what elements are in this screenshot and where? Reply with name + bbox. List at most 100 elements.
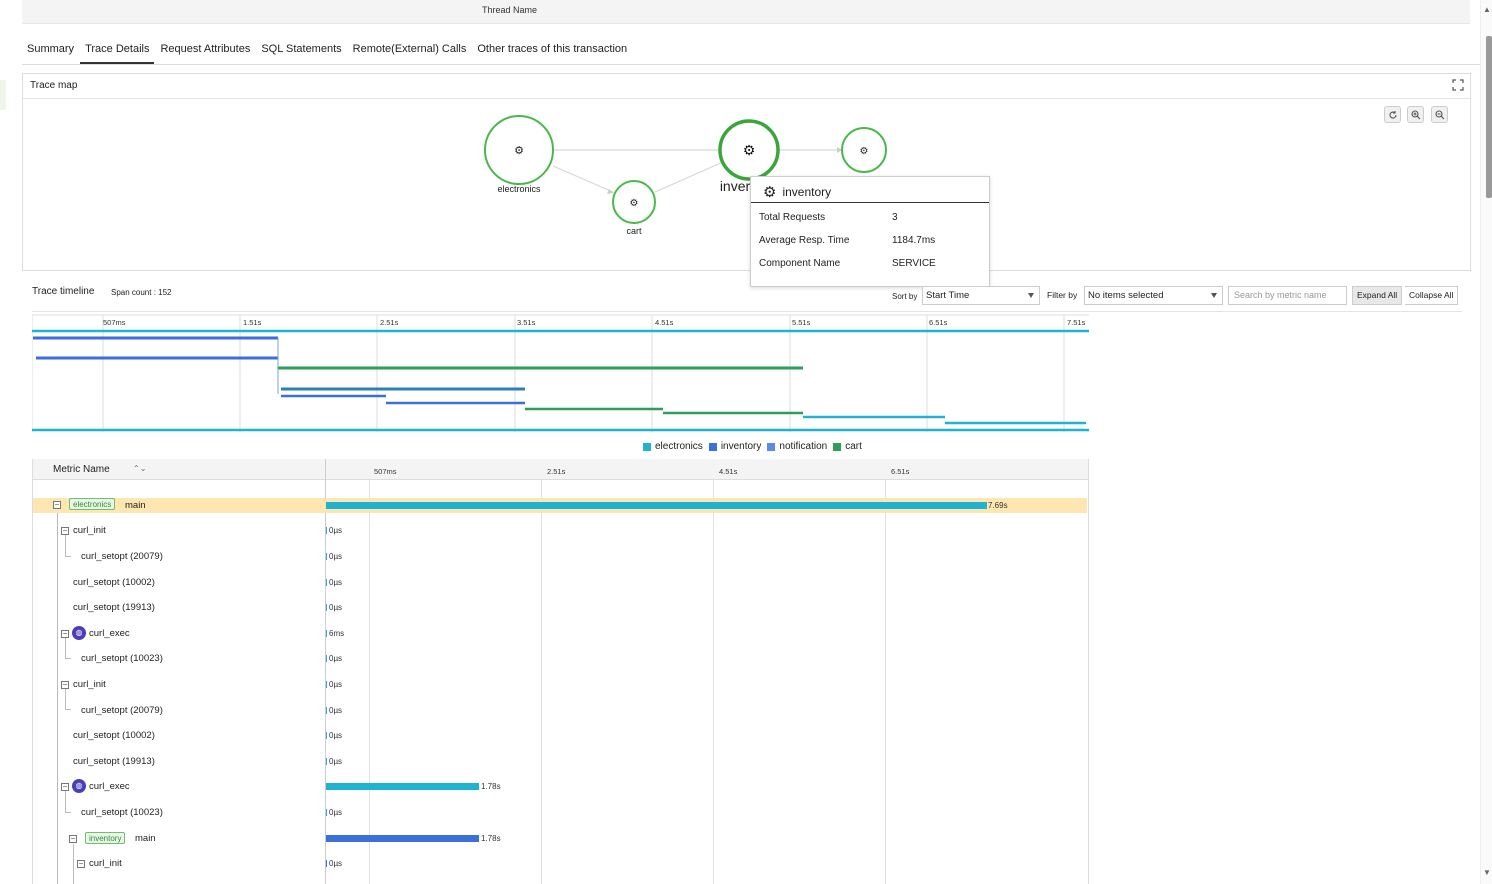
page-scrollbar[interactable] [1480, 0, 1492, 884]
table-tick: 2.51s [547, 467, 566, 476]
row-label: curl_init [73, 679, 106, 690]
scroll-down-icon[interactable]: ▼ [1483, 868, 1491, 877]
metric-name-header[interactable]: Metric Name [53, 464, 110, 475]
scroll-up-icon[interactable]: ▲ [1483, 5, 1491, 14]
zoom-in-icon [1410, 109, 1420, 119]
span-bar[interactable] [326, 604, 327, 611]
span-bar[interactable] [326, 502, 987, 509]
table-row[interactable]: − electronics main 7.69s [33, 498, 1087, 513]
fullscreen-icon[interactable] [1452, 79, 1464, 91]
table-row[interactable]: curl_setopt (10023) 0µs [33, 651, 1087, 676]
table-tick: 4.51s [719, 467, 738, 476]
span-bar[interactable] [326, 553, 327, 560]
expand-all-button[interactable]: Expand All [1352, 286, 1403, 305]
collapse-toggle[interactable]: − [61, 526, 69, 535]
tab-trace-details[interactable]: Trace Details [80, 38, 155, 64]
legend-item[interactable]: inventory [708, 441, 761, 452]
node-tooltip: ⚙ inventory Total Requests 3 Average Res… [750, 176, 990, 287]
span-duration: 0µs [329, 654, 343, 663]
table-row[interactable]: curl_setopt (19913) 0µs [33, 754, 1087, 779]
node-label-inventory: inver [719, 178, 751, 194]
table-row[interactable]: − curl_init 0µs [33, 856, 1087, 881]
tab-request-attributes[interactable]: Request Attributes [160, 43, 251, 55]
edge-electronics-cart [552, 165, 614, 193]
collapse-toggle[interactable]: − [61, 680, 69, 689]
legend-item[interactable]: electronics [643, 441, 703, 452]
row-label: curl_setopt (10023) [81, 807, 163, 818]
collapse-toggle[interactable]: − [61, 629, 69, 638]
service-tag: inventory [85, 832, 126, 844]
span-duration: 0µs [329, 706, 343, 715]
overview-tick: 7.51s [1067, 318, 1086, 327]
span-bar[interactable] [326, 681, 327, 688]
span-bar[interactable] [326, 860, 327, 867]
timeline-legend: electronics inventory notification cart [643, 441, 862, 452]
divider [32, 311, 1462, 312]
tab-other-traces[interactable]: Other traces of this transaction [477, 43, 628, 55]
row-label: curl_init [73, 525, 106, 536]
legend-item[interactable]: notification [767, 441, 827, 452]
tab-sql-statements[interactable]: SQL Statements [261, 43, 342, 55]
tab-summary[interactable]: Summary [27, 43, 75, 55]
row-label: curl_setopt (19913) [73, 756, 155, 767]
span-bar[interactable] [326, 579, 327, 586]
span-bar[interactable] [326, 527, 327, 534]
span-bar[interactable] [326, 783, 479, 790]
span-duration: 0µs [329, 757, 343, 766]
table-row[interactable]: − ◍ curl_exec 1.78s [33, 779, 1087, 804]
edge-cart-inventory [654, 161, 724, 193]
filter-by-label: Filter by [1047, 290, 1078, 300]
collapse-toggle[interactable]: − [69, 834, 77, 843]
zoom-out-button[interactable] [1431, 106, 1448, 123]
row-label: curl_exec [89, 781, 130, 792]
table-row[interactable]: − inventory main 1.78s [33, 831, 1087, 856]
sort-icon[interactable]: ⌃⌄ [133, 464, 147, 473]
filter-by-value: No items selected [1088, 290, 1164, 301]
metric-search-input[interactable]: Search by metric name [1228, 286, 1347, 305]
filter-by-select[interactable]: No items selected [1084, 286, 1223, 305]
span-bar[interactable] [326, 655, 327, 662]
node-electronics[interactable]: ⚙ [484, 115, 554, 185]
node-cart[interactable]: ⚙ [612, 180, 656, 224]
span-bar[interactable] [326, 758, 327, 765]
table-row[interactable]: curl_setopt (10002) 0µs [33, 575, 1087, 600]
node-inventory[interactable]: ⚙ [718, 119, 780, 181]
reset-button[interactable] [1384, 106, 1401, 123]
service-tag: electronics [69, 498, 116, 510]
span-bar[interactable] [326, 835, 479, 842]
span-bar[interactable] [326, 809, 327, 816]
trace-map-graph: ⚙ ⚙ ⚙ ⚙ [484, 115, 887, 224]
collapse-all-button[interactable]: Collapse All [1405, 286, 1459, 305]
table-row[interactable]: − curl_init 0µs [33, 677, 1087, 702]
table-row[interactable]: curl_setopt (19913) 0µs [33, 600, 1087, 625]
node-label-cart: cart [626, 226, 642, 236]
zoom-in-button[interactable] [1407, 106, 1424, 123]
collapse-toggle[interactable]: − [77, 859, 85, 868]
span-duration: 0µs [329, 731, 343, 740]
column-divider[interactable] [325, 459, 326, 884]
row-label: main [135, 833, 156, 844]
span-bar[interactable] [326, 707, 327, 714]
trace-map-panel: Trace map ⚙ ⚙ [22, 73, 1471, 271]
timeline-overview: 507ms 1.51s 2.51s 3.51s 4.51s 5.51s 6.51… [32, 314, 1089, 432]
thread-name-label: Thread Name [482, 5, 538, 15]
span-duration: 0µs [329, 808, 343, 817]
table-row[interactable]: − curl_init 0µs [33, 523, 1087, 548]
span-duration: 7.69s [988, 501, 1008, 510]
node-notification[interactable]: ⚙ [841, 127, 887, 173]
span-duration: 6ms [329, 629, 345, 638]
collapse-toggle[interactable]: − [61, 782, 69, 791]
table-row[interactable]: curl_setopt (20079) 0µs [33, 549, 1087, 574]
tab-remote-calls[interactable]: Remote(External) Calls [352, 43, 467, 55]
table-row[interactable]: curl_setopt (20079) 0µs [33, 703, 1087, 728]
span-bar[interactable] [326, 630, 327, 637]
sort-by-select[interactable]: Start Time [922, 286, 1040, 305]
legend-item[interactable]: cart [833, 441, 862, 452]
table-row[interactable]: curl_setopt (10002) 0µs [33, 728, 1087, 753]
table-row[interactable]: − ◍ curl_exec 6ms [33, 626, 1087, 651]
span-bar[interactable] [326, 732, 327, 739]
scrollbar-thumb[interactable] [1486, 36, 1492, 198]
collapse-toggle[interactable]: − [53, 500, 61, 509]
gear-icon: ⚙ [514, 144, 524, 157]
table-row[interactable]: curl_setopt (10023) 0µs [33, 805, 1087, 830]
